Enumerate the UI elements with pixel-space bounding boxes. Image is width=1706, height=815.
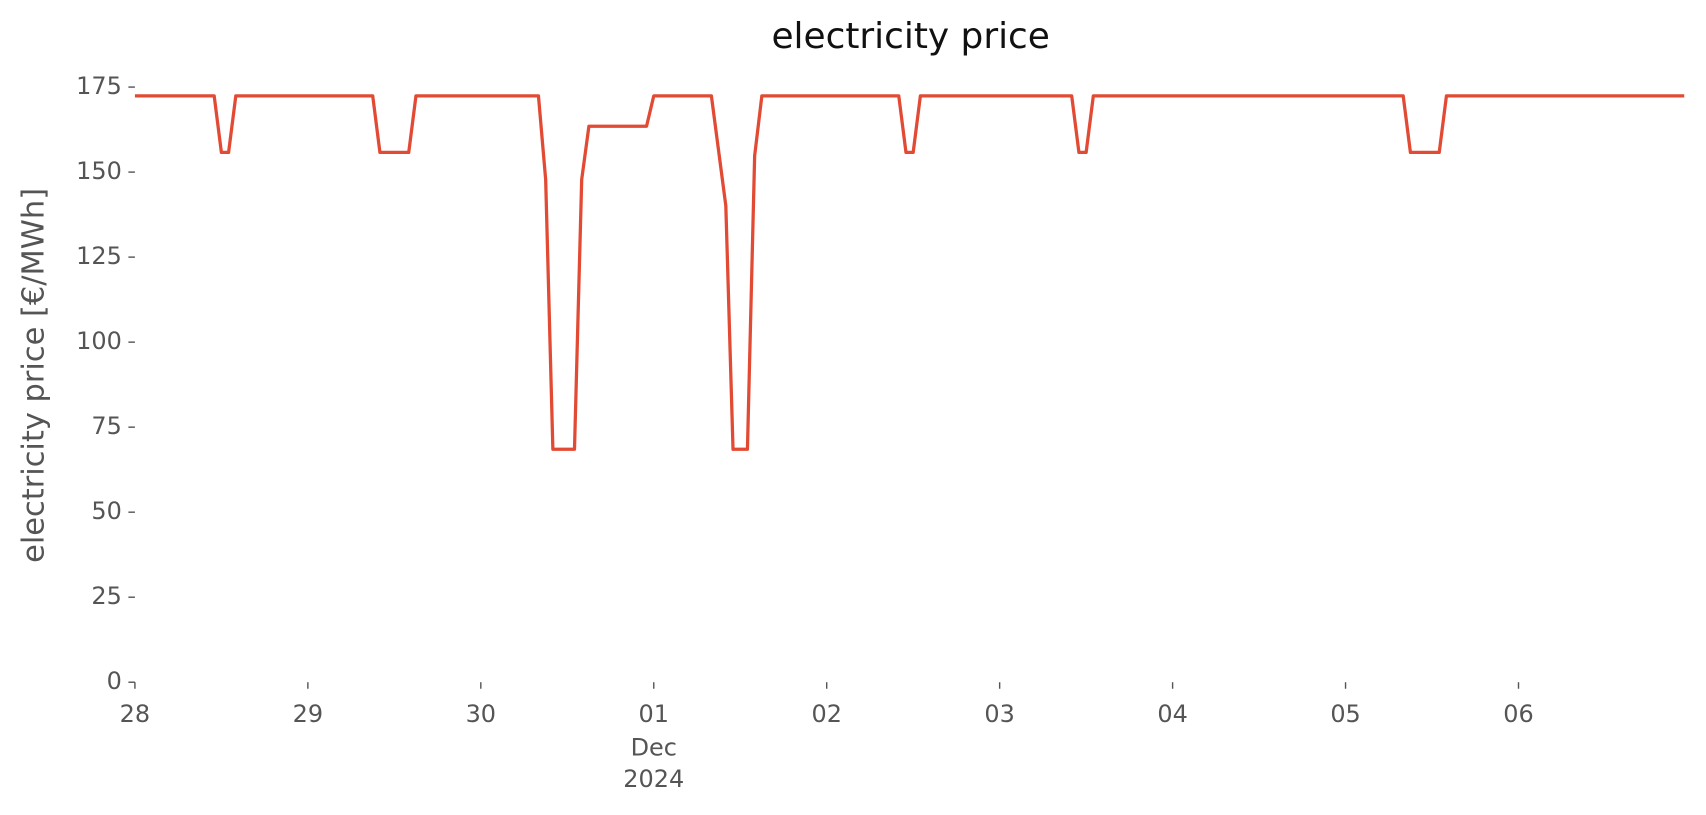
- y-axis-label: electricity price [€/MWh]: [16, 188, 51, 563]
- x-tick-label: 05: [1330, 700, 1360, 728]
- x-tick-label: 06: [1503, 700, 1533, 728]
- y-tick-label: 100: [76, 327, 122, 355]
- y-tick-label: 0: [107, 667, 122, 695]
- x-tick-label: 04: [1157, 700, 1187, 728]
- y-tick-label: 25: [91, 582, 121, 610]
- x-tick-label: 29: [293, 700, 323, 728]
- y-tick-label: 125: [76, 242, 122, 270]
- x-offset-label: Dec: [631, 734, 677, 762]
- x-offset-label: 2024: [623, 765, 684, 793]
- x-tick-label: 30: [466, 700, 496, 728]
- y-tick-label: 175: [76, 72, 122, 100]
- y-tick-label: 50: [91, 497, 121, 525]
- x-tick-label: 02: [811, 700, 841, 728]
- chart-title: electricity price: [771, 16, 1049, 57]
- price-line: [134, 94, 1685, 451]
- y-tick-label: 75: [91, 412, 121, 440]
- x-tick-label: 03: [984, 700, 1014, 728]
- x-tick-label: 28: [120, 700, 150, 728]
- x-tick-label: 01: [639, 700, 669, 728]
- y-tick-label: 150: [76, 157, 122, 185]
